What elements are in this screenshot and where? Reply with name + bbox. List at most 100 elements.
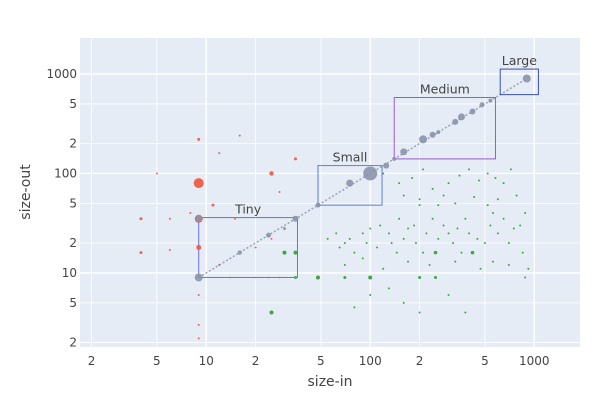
green-point	[398, 217, 401, 220]
green-point	[353, 306, 356, 309]
y-tick-label: 10	[62, 266, 77, 280]
green-point	[486, 204, 489, 207]
y-tick-label: 5	[69, 196, 77, 210]
y-tick-labels: 2 5 10 2 5 100 2 5 1000	[46, 67, 77, 349]
gray-point	[254, 276, 257, 279]
green-point	[491, 260, 494, 263]
region-box	[499, 68, 539, 96]
green-point	[402, 301, 405, 304]
green-point	[407, 227, 410, 230]
green-point	[376, 246, 379, 249]
green-point	[452, 241, 455, 244]
red-point	[278, 191, 281, 194]
green-point	[338, 246, 341, 249]
green-point	[293, 250, 298, 255]
gray-point	[436, 130, 441, 135]
gray-point	[429, 131, 436, 138]
gray-point	[266, 232, 272, 238]
green-point	[442, 224, 445, 227]
green-point	[343, 264, 346, 267]
green-point	[361, 257, 364, 260]
green-point	[369, 227, 372, 230]
gray-point	[392, 156, 397, 161]
green-point	[365, 241, 368, 244]
red-point	[218, 152, 221, 155]
green-point	[477, 179, 480, 182]
gray-point	[195, 215, 203, 223]
green-point	[425, 232, 428, 235]
green-point	[413, 224, 416, 227]
y-tick-label: 100	[54, 166, 77, 180]
red-point	[197, 293, 200, 296]
green-point	[491, 212, 494, 215]
green-point	[454, 202, 457, 205]
y-tick-label: 5	[69, 296, 77, 310]
region-box	[317, 165, 383, 206]
green-point	[489, 224, 492, 227]
green-point	[527, 267, 530, 270]
x-tick-label: 1000	[519, 354, 550, 368]
gray-point	[278, 276, 281, 279]
green-point	[431, 217, 434, 220]
green-point	[282, 250, 287, 255]
green-point	[507, 241, 510, 244]
red-point	[139, 217, 143, 221]
y-tick-label: 1000	[46, 67, 77, 81]
green-point	[496, 198, 499, 201]
gray-point	[194, 273, 203, 282]
green-point	[348, 237, 351, 240]
green-point	[519, 224, 522, 227]
green-point	[502, 217, 505, 220]
green-point	[402, 237, 405, 240]
green-point	[335, 232, 338, 235]
green-point	[382, 172, 385, 175]
gridlines	[80, 38, 580, 347]
green-point	[418, 198, 421, 201]
gray-point	[400, 148, 408, 156]
green-point	[442, 194, 445, 197]
green-point	[414, 241, 417, 244]
gray-point	[267, 276, 270, 279]
y-tick-label: 2	[69, 137, 77, 151]
green-point	[515, 194, 518, 197]
plot-area	[80, 38, 580, 347]
gray-point	[522, 74, 531, 83]
green-point	[428, 264, 431, 267]
green-point	[390, 241, 393, 244]
gray-point	[282, 226, 286, 230]
gray-point	[469, 108, 476, 115]
region-label: Medium	[420, 82, 470, 97]
gray-point	[237, 250, 242, 255]
red-point	[197, 337, 200, 340]
y-tick-label: 2	[69, 236, 77, 250]
green-point	[468, 232, 471, 235]
region-label: Large	[502, 53, 537, 68]
green-point	[368, 275, 373, 280]
green-point	[473, 195, 476, 198]
region-box	[393, 97, 496, 160]
red-point	[197, 137, 201, 141]
green-point	[458, 174, 461, 177]
x-tick-label: 2	[416, 354, 424, 368]
green-point	[502, 182, 505, 185]
green-point	[460, 251, 463, 254]
red-point	[193, 178, 204, 189]
green-point	[422, 168, 425, 171]
x-tick-label: 2	[88, 354, 96, 368]
green-point	[402, 194, 405, 197]
green-point	[398, 182, 401, 185]
green-point	[521, 251, 524, 254]
green-point	[407, 260, 410, 263]
x-tick-label: 2	[252, 354, 260, 368]
red-point	[238, 134, 241, 137]
green-point	[418, 311, 421, 314]
green-point	[524, 212, 527, 215]
green-point	[494, 177, 497, 180]
green-point	[269, 310, 274, 315]
green-point	[418, 275, 422, 279]
green-point	[431, 187, 434, 190]
gray-point	[229, 276, 232, 279]
green-point	[422, 251, 425, 254]
region-label: Small	[333, 150, 368, 165]
